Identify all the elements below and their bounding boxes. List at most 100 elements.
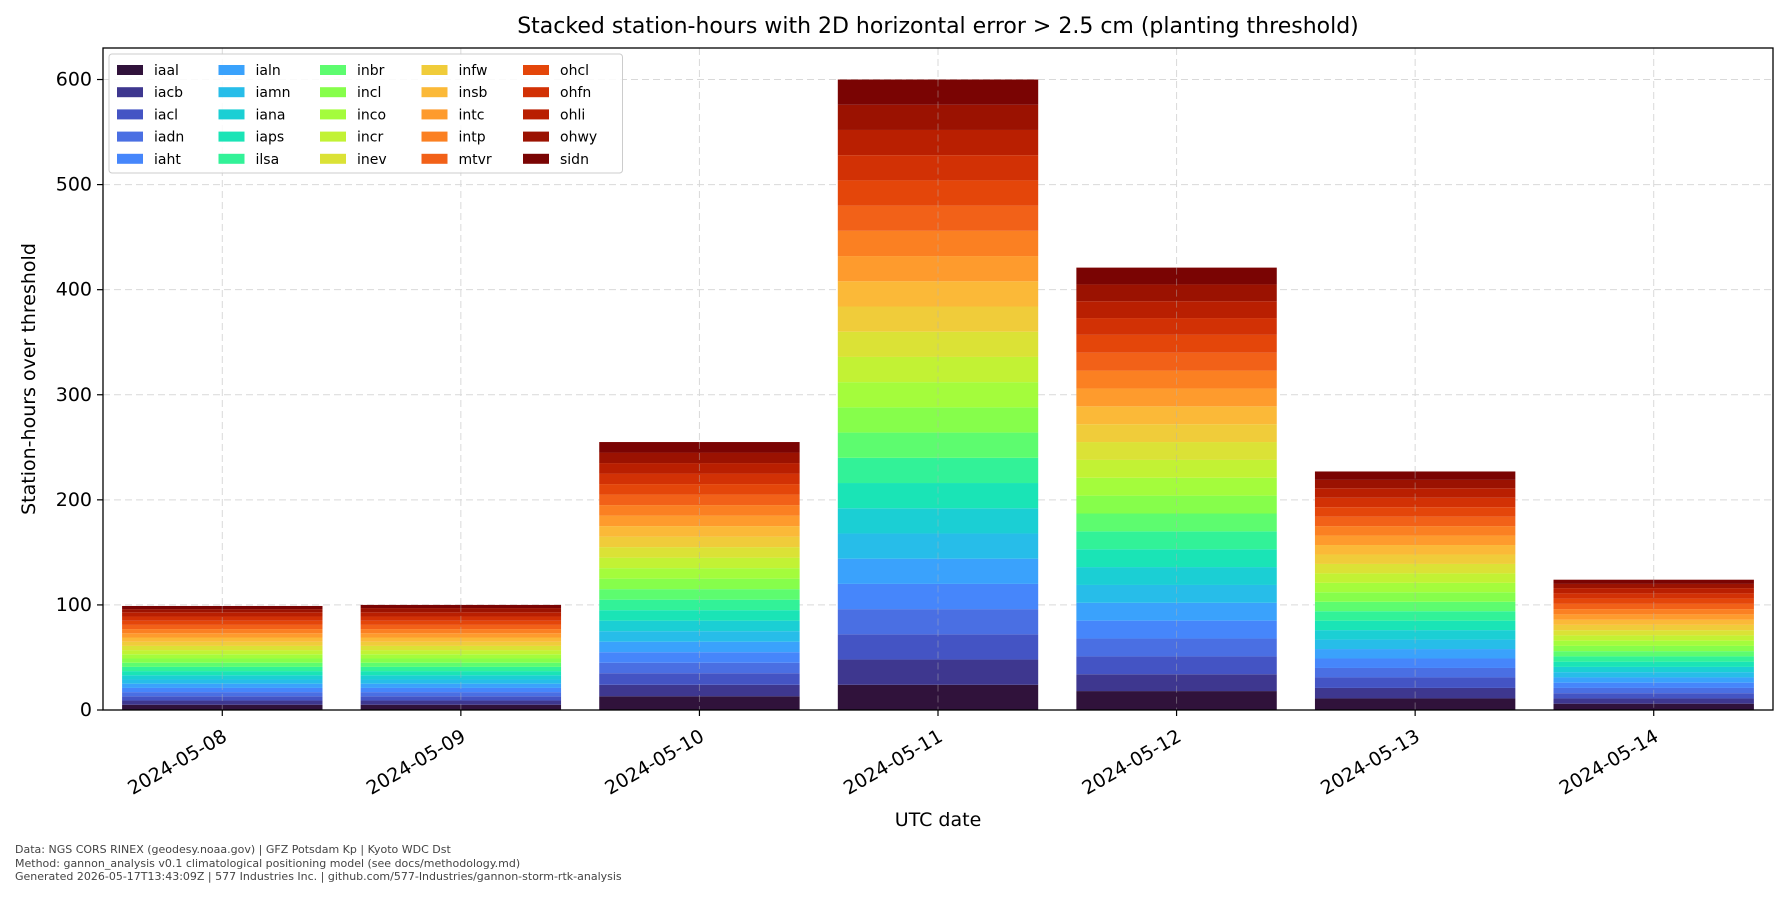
bar-segment-infw [837, 306, 1039, 332]
bar-segment-ohcl [360, 620, 562, 625]
x-tick-label: 2024-05-14 [1556, 725, 1663, 799]
bar-segment-ilsa [1553, 656, 1754, 662]
bar-segment-ohfn [360, 616, 562, 621]
legend: iaal iacb iacl iadn iaht ialn iamn iana iaps ilsa… [108, 53, 623, 174]
bar-segment-mtvr [1314, 516, 1516, 527]
legend-swatch-iaal [117, 65, 143, 75]
footer-generated: Generated 2026-05-17T13:43:09Z | 577 Ind… [15, 870, 622, 883]
legend-label-mtvr: mtvr [459, 152, 492, 168]
bar-segment-intc [1314, 535, 1516, 546]
bar-segment-mtvr [1076, 352, 1277, 371]
bar-segment-intc [360, 633, 562, 638]
bar-segment-ohcl [1076, 334, 1277, 353]
bar-segment-intp [360, 629, 562, 634]
x-tick-label: 2024-05-13 [1317, 725, 1424, 799]
bar-segment-iacl [122, 696, 323, 701]
footer-notes: Data: NGS CORS RINEX (geodesy.noaa.gov) … [15, 843, 622, 884]
bar-segment-ohfn [1314, 497, 1516, 508]
legend-label-intp: intp [459, 130, 486, 146]
bar-segment-insb [1076, 406, 1277, 425]
bar-segment-inco [1314, 582, 1516, 593]
bar-segment-iaht [1314, 658, 1516, 668]
bar-segment-ohwy [837, 104, 1039, 130]
bar-segment-iadn [837, 609, 1039, 635]
bar-segment-inbr [360, 662, 562, 667]
stacked-bar-chart: Stacked station-hours with 2D horizontal… [18, 14, 1774, 831]
bar-segment-inev [837, 331, 1039, 357]
bar-segment-iaht [837, 583, 1039, 610]
bar-segment-ohfn [1076, 318, 1277, 335]
bar-segment-inbr [122, 662, 323, 667]
bar-segment-intc [122, 633, 323, 638]
bar-segment-iana [1553, 666, 1754, 673]
bar-segment-ohli [837, 129, 1039, 156]
bar-segment-iaps [360, 671, 562, 676]
bar-segment-sidn [599, 442, 800, 453]
legend-label-incr: incr [357, 130, 383, 146]
bar-segment-iamn [1314, 639, 1516, 650]
bar-segment-inco [599, 568, 800, 579]
legend-swatch-iacb [117, 87, 143, 98]
bar-segment-iamn [360, 679, 562, 684]
bar-segment-incl [1553, 645, 1754, 652]
bar-segment-iacb [1076, 674, 1277, 692]
bar-segment-iadn [360, 692, 562, 697]
bar-segment-ohcl [837, 180, 1039, 206]
bar-segment-intp [1553, 609, 1754, 615]
bar-segment-iaht [1076, 620, 1277, 639]
bar-segment-ohwy [122, 609, 323, 613]
bar-segment-insb [122, 637, 323, 642]
bar-segment-incr [1553, 635, 1754, 641]
legend-label-sidn: sidn [560, 152, 589, 168]
bar-segment-iaht [599, 652, 800, 663]
legend-swatch-iana [218, 109, 245, 120]
bar-segment-inco [1553, 640, 1754, 646]
bar-segment-iaal [1314, 698, 1516, 710]
legend-swatch-insb [421, 87, 448, 98]
legend-label-iaht: iaht [154, 152, 181, 168]
bar-segment-ialn [1553, 677, 1754, 683]
bar-segment-iaps [1076, 549, 1277, 568]
bar-segment-incr [599, 557, 800, 569]
legend-swatch-iamn [218, 87, 245, 98]
footer-method: Method: gannon_analysis v0.1 climatologi… [15, 856, 521, 870]
bar-segment-ialn [122, 683, 323, 688]
y-tick-label: 400 [56, 279, 92, 301]
bar-segment-infw [1314, 554, 1516, 564]
bar-segment-iaps [1314, 620, 1516, 631]
y-tick-label: 200 [56, 489, 92, 511]
chart-title: Stacked station-hours with 2D horizontal… [517, 14, 1359, 39]
bar-segment-iacb [599, 684, 800, 697]
bar-segment-iaal [122, 704, 323, 710]
legend-swatch-intp [421, 131, 448, 142]
legend-swatch-iaht [117, 153, 143, 164]
legend-swatch-infw [421, 65, 448, 75]
bar-segment-ilsa [837, 457, 1039, 484]
bar-segment-ohcl [122, 620, 323, 625]
bar-segment-iadn [1314, 667, 1516, 678]
bar-segment-ohcl [1314, 507, 1516, 517]
legend-swatch-mtvr [421, 153, 448, 164]
legend-label-iana: iana [256, 107, 286, 123]
legend-label-iadn: iadn [154, 130, 184, 146]
bar-segment-incl [599, 578, 800, 590]
legend-swatch-iaps [218, 131, 245, 142]
bar-segment-iamn [837, 533, 1039, 559]
bar-segment-inco [122, 654, 323, 659]
legend-swatch-inco [320, 109, 346, 120]
x-tick-label: 2024-05-09 [363, 725, 470, 799]
legend-label-ialn: ialn [256, 63, 281, 79]
bar-segment-mtvr [360, 624, 562, 630]
bar-segment-intc [599, 515, 800, 527]
bar-segment-sidn [360, 604, 562, 609]
bar-segment-infw [599, 536, 800, 548]
bar-segment-iaal [360, 704, 562, 710]
y-tick-label: 0 [80, 699, 92, 721]
bar-segment-iamn [1076, 584, 1277, 603]
legend-swatch-ilsa [218, 153, 245, 164]
bar-segment-insb [1314, 545, 1516, 555]
bar-segment-incl [1314, 592, 1516, 602]
bar-segment-ohfn [1553, 593, 1754, 599]
legend-swatch-ohli [523, 109, 549, 120]
bar-segment-iaht [360, 687, 562, 693]
